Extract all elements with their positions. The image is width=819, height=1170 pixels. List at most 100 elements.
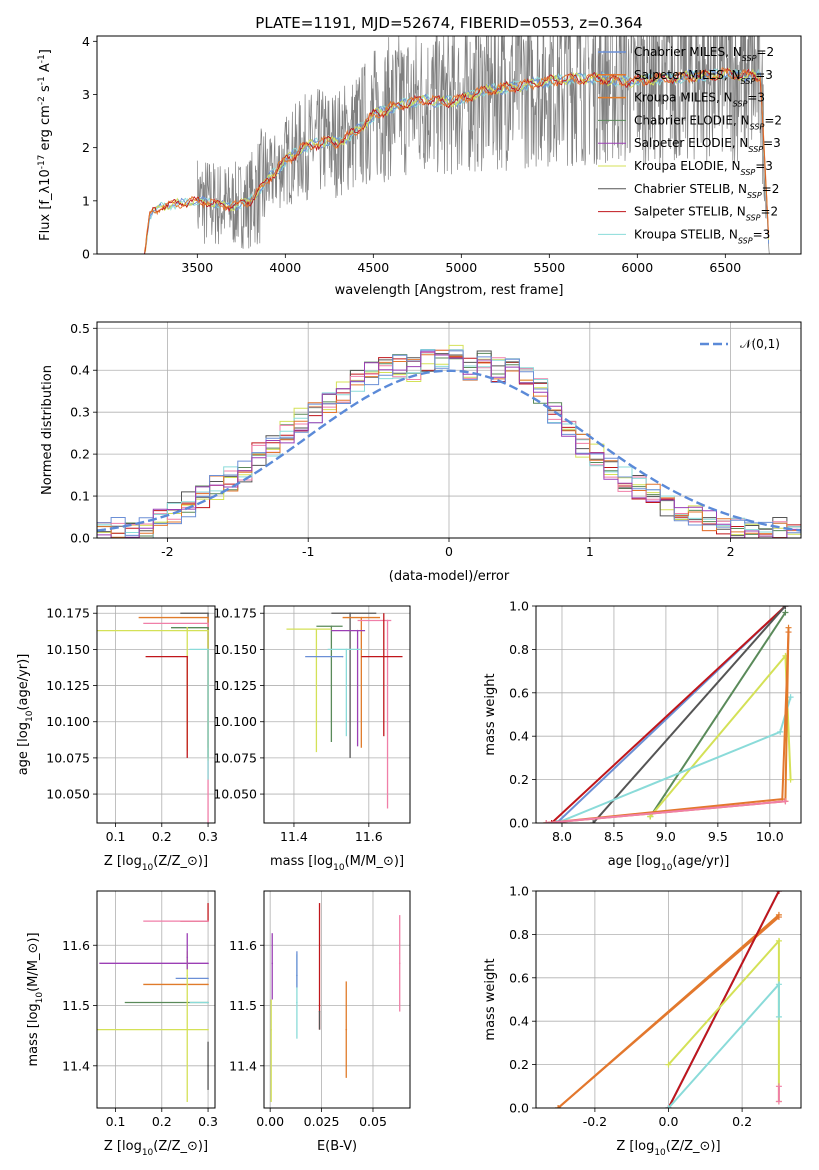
axes-frame [535,605,802,824]
x-tick-label: 0.05 [359,1114,387,1129]
data-marker [782,798,789,805]
panel-residuals: -2 -1 0 1 2 0.0 0.1 0.2 0.3 0.4 0.5 (data-model)/er… [40,321,802,584]
panel-age-vs-mass: 11.4 11.6 10.050 10.075 10.100 10.125 10.150 10… [213,605,411,873]
y-tick-label: 1.0 [509,599,529,614]
x-tick-label: 1 [586,544,594,559]
mass-weight-line [557,916,780,1108]
data-point [207,626,209,629]
y-tick-label: 0.3 [70,405,90,420]
data-point [207,1065,209,1067]
legend-label: Salpeter MILES, NSSP=3 [634,68,773,86]
model-line [144,67,770,254]
y-tick-label: 10.075 [213,750,257,765]
x-axis-label: Z [log10(Z/Z_⊙)] [616,1139,720,1158]
y-axis-label: mass [log10(M/M_⊙)] [26,932,45,1066]
panel-massweight-vs-Z: -0.2 0.0 0.2 0.0 0.2 0.4 0.6 0.8 1.0 Z [log10(Z/Z… [483,884,802,1158]
y-axis-label: Normed distribution [40,365,55,495]
data-point [186,655,189,658]
legend: 𝒩(0,1) [700,337,780,351]
y-tick-label: 2 [82,140,90,155]
data-point [207,983,209,986]
data-point [318,1004,321,1007]
data-marker [775,937,782,944]
x-tick-label: 4000 [269,260,301,275]
y-tick-label: 3 [82,87,90,102]
mass-weight-line [546,800,786,823]
axes-frame [96,35,802,255]
observed-spectrum [196,36,770,254]
y-tick-label: 10.050 [213,787,257,802]
x-tick-label: 10.0 [756,829,784,844]
data-marker [775,891,782,894]
legend-label: Chabrier STELIB, NSSP=2 [634,182,779,200]
x-tick-label: 6500 [709,260,741,275]
x-tick-label: 11.6 [355,829,383,844]
y-axis-label: age [log10(age/yr)] [16,654,35,776]
data-point [356,629,359,632]
y-tick-label: 1 [82,193,90,208]
data-point [207,977,209,980]
x-tick-label: 0.2 [152,1114,172,1129]
y-tick-label: 10.125 [213,678,257,693]
data-point [345,648,348,651]
x-tick-label: 9.0 [656,829,676,844]
x-tick-label: 0.00 [256,1114,284,1129]
data-marker [785,629,792,636]
y-tick-label: 10.150 [213,642,257,657]
data-point [207,920,209,922]
legend-label: Kroupa STELIB, NSSP=3 [634,227,770,245]
model-line [144,67,770,252]
x-tick-label: -1 [302,544,314,559]
x-axis-label: mass [log10(M/M_⊙)] [270,854,404,873]
x-axis-label: E(B-V) [317,1139,357,1154]
y-tick-label: 0.5 [70,321,90,336]
y-tick-label: 11.5 [62,998,90,1013]
data-point [398,962,401,965]
y-tick-label: 11.4 [62,1058,90,1073]
y-tick-label: 0.2 [509,1057,529,1072]
legend-label: 𝒩(0,1) [740,337,780,351]
y-tick-label: 0.0 [70,531,90,546]
y-tick-label: 4 [82,34,90,49]
model-line [144,67,770,254]
x-tick-label: 8.5 [604,829,624,844]
panel-massweight-vs-age: 8.0 8.5 9.0 9.5 10.0 0.0 0.2 0.4 0.6 0.8 1.0 age [l… [483,599,802,873]
figure-title: PLATE=1191, MJD=52674, FIBERID=0553, z=0… [255,14,642,32]
x-tick-label: 0.2 [732,1114,752,1129]
y-tick-label: 0.1 [70,489,90,504]
histogram-step [97,351,801,538]
gaussian-curve [96,369,802,532]
y-tick-label: 11.6 [229,938,257,953]
data-point [330,625,333,628]
y-tick-label: 0.0 [509,1101,529,1116]
y-tick-label: 11.5 [229,998,257,1013]
data-point [315,628,318,630]
x-tick-label: 0.2 [152,829,172,844]
data-marker [775,1083,782,1090]
data-point [207,962,209,965]
y-tick-label: 0.2 [509,772,529,787]
x-tick-label: -0.2 [583,1114,607,1129]
y-tick-label: 0.2 [70,447,90,462]
y-tick-label: 10.175 [213,606,257,621]
y-tick-label: 0.8 [509,642,529,657]
y-axis-label: mass weight [483,958,498,1040]
data-marker [665,1105,672,1108]
y-tick-label: 10.075 [46,750,90,765]
x-tick-label: 0.1 [106,829,126,844]
data-point [186,956,189,959]
y-tick-label: 10.150 [46,642,90,657]
y-tick-label: 10.100 [46,714,90,729]
y-tick-label: 10.050 [46,787,90,802]
data-marker [543,820,550,823]
data-marker [775,981,782,988]
x-tick-label: 0.025 [304,1114,340,1129]
grid-lines [97,891,215,1108]
x-tick-label: 11.4 [280,829,308,844]
x-tick-label: 5500 [533,260,565,275]
x-tick-label: 9.5 [708,829,728,844]
axes-frame [96,890,216,1109]
x-tick-label: 0.0 [659,1114,679,1129]
y-tick-label: 11.4 [229,1058,257,1073]
